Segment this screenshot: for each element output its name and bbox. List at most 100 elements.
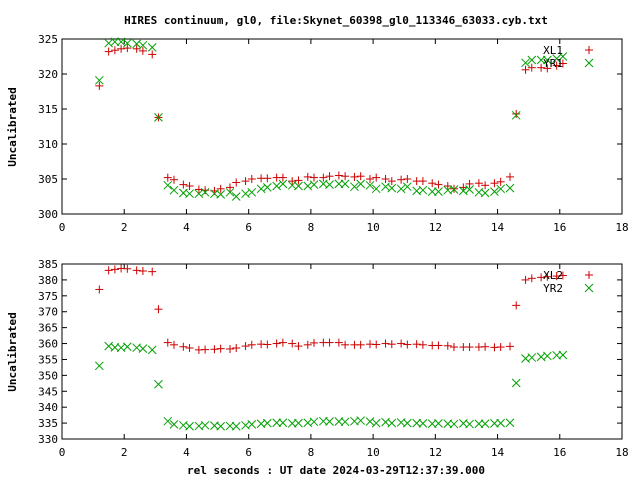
- top-yr1-point: [496, 184, 506, 194]
- bottom-yr2-point: [231, 421, 241, 431]
- top-yr1-point: [231, 192, 241, 201]
- bottom-xl2-point: [148, 267, 157, 276]
- bottom-xtick-label: 10: [366, 446, 379, 459]
- bottom-xl2-point: [310, 338, 318, 347]
- bottom-xl2-point: [356, 340, 365, 349]
- bottom-xl2-point: [210, 345, 219, 354]
- top-xl1-point: [232, 178, 241, 187]
- bottom-ytick-label: 370: [38, 306, 58, 319]
- top-ytick-label: 315: [38, 103, 58, 116]
- top-xl1-point: [303, 172, 312, 181]
- top-yr1-point: [185, 189, 194, 199]
- top-xl1-point: [512, 109, 521, 118]
- top-xl1-point: [465, 179, 474, 188]
- top-xl1-point: [356, 172, 365, 181]
- bottom-yr2-point: [247, 420, 257, 429]
- bottom-xl2-point: [185, 344, 194, 352]
- bottom-ytick-label: 360: [38, 338, 58, 351]
- bottom-xl2-point: [288, 339, 297, 348]
- bottom-yr2-point: [527, 353, 537, 362]
- bottom-yr2-point: [309, 417, 319, 427]
- bottom-xl2-point: [558, 271, 567, 280]
- bottom-xtick-label: 8: [308, 446, 315, 459]
- bottom-ytick-label: 375: [38, 290, 58, 303]
- bottom-ytick-label: 335: [38, 417, 58, 430]
- top-xl1-point: [481, 181, 490, 190]
- bottom-legend-label-yr2: YR2: [543, 282, 563, 295]
- bottom-xl2-point: [412, 340, 421, 349]
- top-ytick-label: 320: [38, 68, 58, 81]
- top-xl1-point: [138, 46, 147, 55]
- bottom-xl2-point: [110, 265, 119, 274]
- bottom-xl2-point: [334, 338, 343, 347]
- bottom-yr2-point: [356, 416, 366, 425]
- top-yr1-point: [527, 55, 537, 65]
- top-xl1-point: [117, 44, 126, 53]
- bottom-yr2-point: [496, 418, 506, 428]
- bottom-xl2-point: [294, 342, 303, 351]
- top-xtick-label: 6: [245, 221, 252, 234]
- bottom-yr2-point: [325, 417, 334, 426]
- top-xl1-point: [185, 182, 194, 190]
- bottom-xl2-point: [272, 339, 281, 348]
- top-yr1-point: [402, 182, 412, 192]
- bottom-xl2-point: [481, 342, 490, 351]
- bottom-xtick-label: 6: [245, 446, 252, 459]
- top-ytick-label: 305: [38, 173, 58, 186]
- bottom-yr2-point: [169, 420, 179, 429]
- top-yr1-point: [262, 183, 272, 192]
- top-yr1-point: [241, 189, 250, 199]
- top-xl1-point: [179, 180, 188, 189]
- bottom-xl2-point: [247, 340, 256, 349]
- top-xl1-point: [278, 173, 287, 182]
- top-legend-label-xl1: XL1: [543, 44, 563, 57]
- top-yr1-point: [104, 38, 114, 48]
- bottom-ytick-label: 380: [38, 274, 58, 287]
- bottom-xl2-point: [434, 341, 443, 350]
- top-yr1-point: [247, 187, 257, 197]
- bottom-xl2-point: [154, 305, 163, 314]
- bottom-xl2-point: [163, 338, 172, 347]
- top-xtick-label: 14: [491, 221, 505, 234]
- bottom-xl2-point: [179, 342, 188, 351]
- top-yr1-point: [163, 180, 173, 190]
- top-xl1-point: [104, 47, 113, 56]
- bottom-yr2-point: [387, 418, 397, 428]
- top-xl1-point: [527, 63, 536, 72]
- bottom-xl2-point: [232, 344, 241, 352]
- bottom-xl2-point: [387, 340, 396, 349]
- top-yr1-point: [225, 187, 235, 197]
- top-xl1-point: [95, 81, 104, 90]
- bottom-xl2-point: [216, 344, 225, 353]
- bottom-xl2-point: [537, 273, 546, 282]
- top-yr1-point: [334, 179, 344, 189]
- bottom-xl2-point: [403, 340, 412, 349]
- bottom-plot-frame: [61, 263, 623, 440]
- top-yr1-point: [303, 181, 313, 191]
- top-yr1-point: [122, 38, 132, 48]
- top-legend-marker-yr1: [584, 58, 594, 68]
- bottom-xtick-label: 14: [491, 446, 505, 459]
- top-xl1-point: [194, 185, 203, 194]
- top-xl1-point: [543, 64, 552, 73]
- top-yr1-point: [256, 184, 266, 194]
- top-yr1-point: [110, 37, 120, 47]
- top-yr1-point: [387, 183, 397, 193]
- bottom-yr2-point: [542, 351, 552, 361]
- top-xl1-point: [490, 179, 499, 188]
- top-yr1-point: [480, 188, 490, 198]
- top-ylabel: Uncalibrated: [6, 87, 19, 166]
- top-legend-label-yr1: YR1: [543, 57, 563, 70]
- top-yr1-point: [511, 110, 521, 120]
- top-xtick-label: 10: [366, 221, 379, 234]
- top-yr1-point: [278, 179, 288, 189]
- bottom-xtick-label: 2: [121, 446, 128, 459]
- bottom-xtick-label: 16: [553, 446, 566, 459]
- chart-title: HIRES continuum, gl0, file:Skynet_60398_…: [124, 14, 548, 27]
- top-xl1-point: [506, 172, 514, 181]
- top-xl1-point: [459, 183, 468, 192]
- bottom-yr2-point: [278, 418, 288, 428]
- top-xl1-point: [288, 177, 297, 186]
- top-yr1-point: [356, 179, 366, 189]
